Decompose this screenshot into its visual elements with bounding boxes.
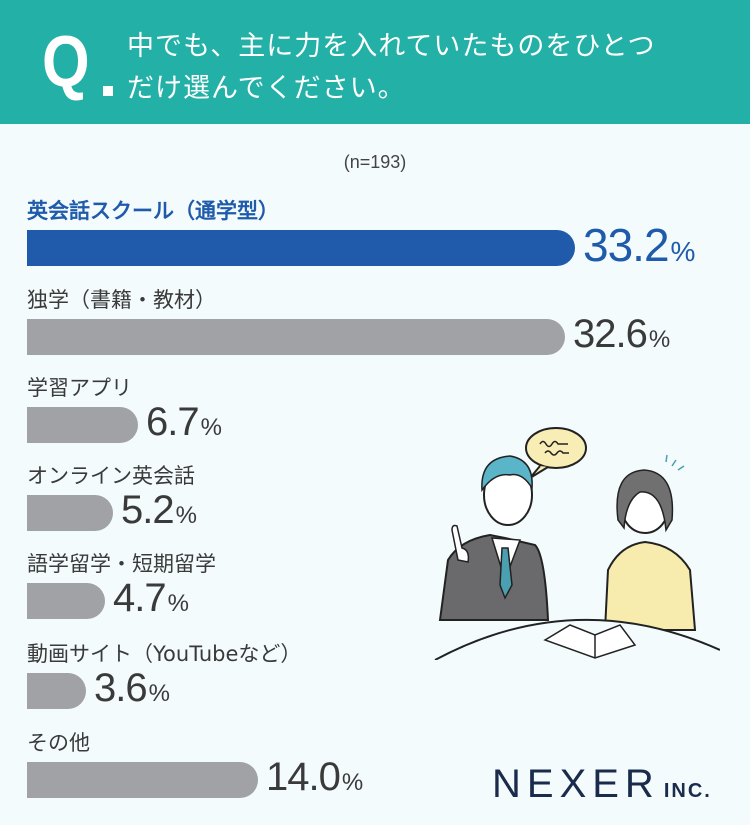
bar-row: 学習アプリ 6.7% <box>27 375 222 443</box>
question-text: 中でも、主に力を入れていたものをひとつ だけ選んでください。 <box>127 31 656 104</box>
bar <box>27 762 258 798</box>
bar-label: 動画サイト（YouTubeなど） <box>27 642 302 666</box>
bar-value: 5.2% <box>121 488 197 532</box>
q-mark: Q <box>42 22 90 102</box>
people-talking-illustration <box>434 427 720 660</box>
bar-label: 独学（書籍・教材） <box>27 288 216 312</box>
bar-label: 語学留学・短期留学 <box>27 552 216 576</box>
question-header: Q 中でも、主に力を入れていたものをひとつ だけ選んでください。 <box>0 0 750 124</box>
logo-main: NEXER <box>492 762 660 806</box>
bar-value: 3.6% <box>94 666 170 710</box>
logo-suffix: INC. <box>663 780 712 802</box>
bar-value: 33.2% <box>583 218 696 271</box>
bar-label: 英会話スクール（通学型） <box>27 199 279 223</box>
bar <box>27 319 565 355</box>
q-dot <box>103 86 113 96</box>
bar-row: その他 14.0% <box>27 730 363 798</box>
bar-label: その他 <box>27 731 90 755</box>
bar-value: 6.7% <box>146 400 222 444</box>
bar <box>27 583 105 619</box>
sample-size: (n=193) <box>343 152 407 172</box>
bar-value: 4.7% <box>113 576 189 620</box>
bar-row: 語学留学・短期留学 4.7% <box>27 551 216 619</box>
bar-label: オンライン英会話 <box>27 464 195 488</box>
bar-row: 英会話スクール（通学型） 33.2% <box>27 198 695 268</box>
bar <box>27 495 113 531</box>
bar-value: 14.0% <box>266 755 364 799</box>
bar <box>27 230 575 266</box>
bar-row: 動画サイト（YouTubeなど） 3.6% <box>27 641 301 709</box>
bar-value: 32.6% <box>573 312 671 356</box>
bar-row: オンライン英会話 5.2% <box>27 463 197 531</box>
bar <box>27 673 86 709</box>
bar-row: 独学（書籍・教材） 32.6% <box>27 287 670 355</box>
nexer-logo: NEXER INC. <box>492 762 712 807</box>
bar <box>27 407 138 443</box>
bar-label: 学習アプリ <box>27 376 132 400</box>
